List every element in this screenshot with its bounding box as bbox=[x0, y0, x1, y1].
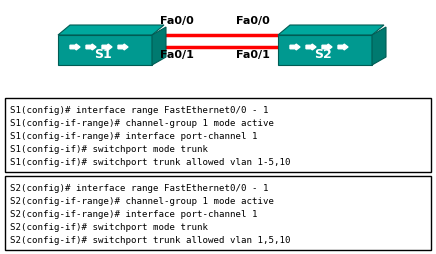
Text: Fa0/1: Fa0/1 bbox=[160, 50, 194, 60]
Text: S1(config-if)# switchport mode trunk: S1(config-if)# switchport mode trunk bbox=[10, 145, 208, 154]
Text: S1: S1 bbox=[94, 49, 112, 61]
FancyBboxPatch shape bbox=[5, 98, 431, 172]
Text: S1(config-if-range)# channel-group 1 mode active: S1(config-if-range)# channel-group 1 mod… bbox=[10, 119, 274, 128]
FancyArrow shape bbox=[322, 44, 332, 50]
Polygon shape bbox=[58, 25, 164, 35]
FancyArrow shape bbox=[86, 44, 96, 50]
Polygon shape bbox=[278, 35, 372, 65]
Polygon shape bbox=[372, 27, 386, 65]
Text: S2(config-if)# switchport trunk allowed vlan 1,5,10: S2(config-if)# switchport trunk allowed … bbox=[10, 236, 290, 245]
FancyArrow shape bbox=[306, 44, 316, 50]
FancyBboxPatch shape bbox=[5, 176, 431, 250]
Polygon shape bbox=[278, 25, 384, 35]
Polygon shape bbox=[58, 35, 152, 65]
Text: Fa0/0: Fa0/0 bbox=[160, 16, 194, 26]
Text: S2(config-if-range)# interface port-channel 1: S2(config-if-range)# interface port-chan… bbox=[10, 210, 258, 219]
Polygon shape bbox=[152, 27, 166, 65]
Text: Fa0/1: Fa0/1 bbox=[236, 50, 270, 60]
FancyArrow shape bbox=[338, 44, 348, 50]
FancyArrow shape bbox=[102, 44, 112, 50]
Text: S2: S2 bbox=[314, 49, 332, 61]
Text: S1(config)# interface range FastEthernet0/0 - 1: S1(config)# interface range FastEthernet… bbox=[10, 106, 269, 115]
Text: S1(config-if)# switchport trunk allowed vlan 1-5,10: S1(config-if)# switchport trunk allowed … bbox=[10, 158, 290, 167]
Text: S2(config-if)# switchport mode trunk: S2(config-if)# switchport mode trunk bbox=[10, 223, 208, 232]
FancyArrow shape bbox=[70, 44, 80, 50]
Text: S2(config-if-range)# channel-group 1 mode active: S2(config-if-range)# channel-group 1 mod… bbox=[10, 197, 274, 206]
Text: S2(config)# interface range FastEthernet0/0 - 1: S2(config)# interface range FastEthernet… bbox=[10, 184, 269, 193]
Text: S1(config-if-range)# interface port-channel 1: S1(config-if-range)# interface port-chan… bbox=[10, 132, 258, 141]
FancyArrow shape bbox=[290, 44, 300, 50]
Text: Fa0/0: Fa0/0 bbox=[236, 16, 270, 26]
FancyArrow shape bbox=[118, 44, 128, 50]
